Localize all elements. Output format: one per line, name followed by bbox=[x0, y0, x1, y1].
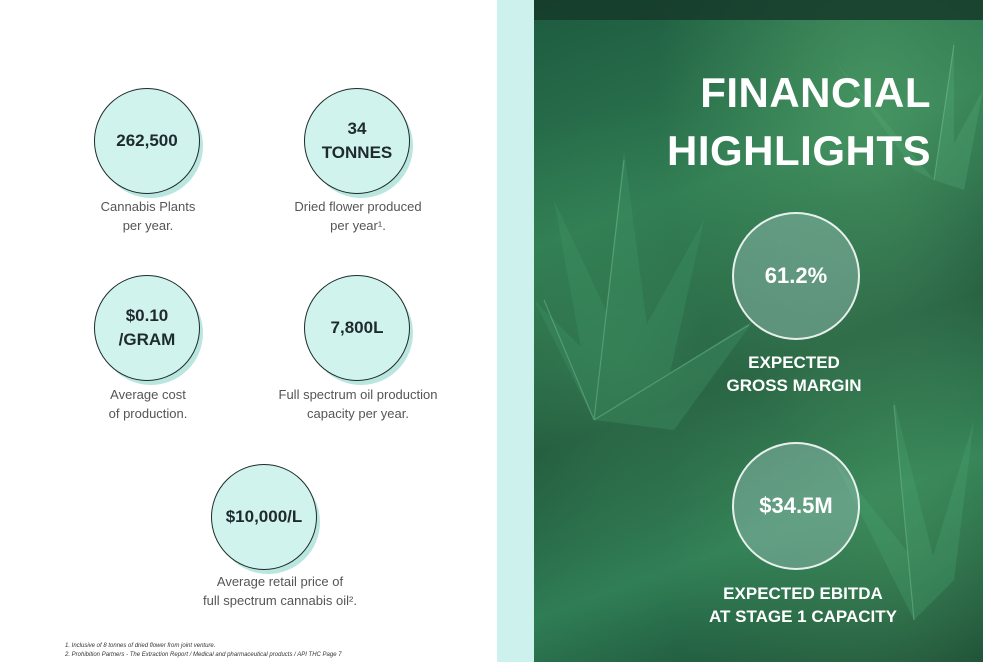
gross-margin-value: 61.2% bbox=[764, 263, 828, 288]
caption-line: AT STAGE 1 CAPACITY bbox=[709, 607, 897, 626]
stat-caption-oil: Full spectrum oil production capacity pe… bbox=[248, 385, 468, 423]
stat-bubble-cost: $0.10 /GRAM bbox=[94, 275, 200, 381]
caption-line: Average cost bbox=[110, 387, 186, 402]
stat-bubble-tonnes: 34 TONNES bbox=[304, 88, 410, 194]
ebitda-value: $34.5M bbox=[759, 493, 833, 518]
caption-line: full spectrum cannabis oil². bbox=[203, 593, 357, 608]
caption-line: per year¹. bbox=[330, 218, 386, 233]
photo-top-strip bbox=[534, 0, 983, 20]
stat-bubble-retail: $10,000/L bbox=[211, 464, 317, 570]
caption-line: of production. bbox=[108, 406, 188, 421]
ebitda-bubble: $34.5M bbox=[732, 442, 860, 570]
stat-caption-cost: Average cost of production. bbox=[38, 385, 258, 423]
stat-value: 262,500 bbox=[116, 131, 178, 150]
stat-bubble-oil: 7,800L bbox=[304, 275, 410, 381]
caption-line: Dried flower produced bbox=[294, 199, 422, 214]
caption-line: EXPECTED EBITDA bbox=[723, 584, 883, 603]
stat-caption-retail: Average retail price of full spectrum ca… bbox=[156, 572, 404, 610]
footnote-2: 2. Prohibition Partners - The Extraction… bbox=[65, 652, 342, 658]
stat-value: 34 bbox=[347, 119, 367, 138]
stat-caption-tonnes: Dried flower produced per year¹. bbox=[248, 197, 468, 235]
stat-value: /GRAM bbox=[118, 330, 176, 349]
caption-line: EXPECTED bbox=[748, 353, 840, 372]
cannabis-leaf-photo bbox=[534, 0, 983, 662]
caption-line: capacity per year. bbox=[307, 406, 409, 421]
highlights-panel: FINANCIAL HIGHLIGHTS 61.2% EXPECTED GROS… bbox=[497, 0, 983, 662]
stat-value: $10,000/L bbox=[225, 507, 303, 526]
footnote-1: 1. Inclusive of 8 tonnes of dried flower… bbox=[65, 643, 216, 649]
stat-value: $0.10 bbox=[125, 306, 169, 325]
caption-line: Cannabis Plants bbox=[100, 199, 196, 214]
title-line: HIGHLIGHTS bbox=[667, 127, 931, 174]
stat-value: 7,800L bbox=[330, 318, 384, 337]
caption-line: GROSS MARGIN bbox=[726, 376, 862, 395]
stats-panel: 262,500 Cannabis Plants per year. 34 TON… bbox=[38, 88, 468, 660]
gross-margin-caption: EXPECTED GROSS MARGIN bbox=[644, 351, 944, 397]
gross-margin-bubble: 61.2% bbox=[732, 212, 860, 340]
stat-value: TONNES bbox=[321, 143, 393, 162]
stat-caption-plants: Cannabis Plants per year. bbox=[38, 197, 258, 235]
stat-bubble-plants: 262,500 bbox=[94, 88, 200, 194]
title-line: FINANCIAL bbox=[700, 69, 931, 116]
ebitda-caption: EXPECTED EBITDA AT STAGE 1 CAPACITY bbox=[653, 582, 953, 628]
caption-line: per year. bbox=[122, 218, 174, 233]
footnotes: 1. Inclusive of 8 tonnes of dried flower… bbox=[65, 642, 342, 660]
financial-highlights-title: FINANCIAL HIGHLIGHTS bbox=[667, 64, 931, 180]
caption-line: Average retail price of bbox=[216, 574, 344, 589]
leaf-shapes bbox=[534, 40, 983, 621]
caption-line: Full spectrum oil production bbox=[278, 387, 438, 402]
